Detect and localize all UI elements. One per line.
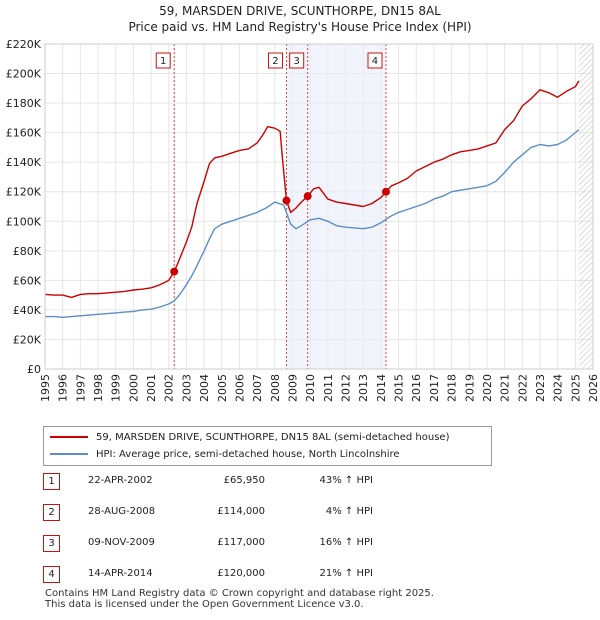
sale-row: 1 22-APR-2002 £65,950 43% ↑ HPI: [43, 472, 383, 492]
y-tick-label: £100K: [6, 215, 42, 228]
plot-frame: [44, 43, 594, 370]
x-tick-label: 2014: [375, 374, 388, 402]
sale-number-badge: 2: [43, 504, 60, 521]
legend-item-property: 59, MARSDEN DRIVE, SCUNTHORPE, DN15 8AL …: [50, 429, 449, 445]
y-tick-label: £0: [27, 363, 41, 376]
x-tick-label: 2006: [233, 374, 246, 402]
x-tick-label: 1996: [57, 374, 70, 402]
legend-property-line: [50, 436, 88, 438]
sale-marker-label: 1: [160, 56, 166, 67]
y-tick-label: £40K: [13, 304, 42, 317]
sale-row: 3 09-NOV-2009 £117,000 16% ↑ HPI: [43, 534, 383, 554]
y-tick-label: £160K: [6, 127, 42, 140]
x-tick-label: 2013: [357, 374, 370, 402]
x-tick-label: 2021: [499, 374, 512, 402]
sale-hpi-diff: 16% ↑ HPI: [319, 537, 373, 548]
y-tick-label: £80K: [13, 245, 42, 258]
sale-row: 2 28-AUG-2008 £114,000 4% ↑ HPI: [43, 503, 383, 523]
chart-legend: 59, MARSDEN DRIVE, SCUNTHORPE, DN15 8AL …: [43, 426, 492, 466]
x-tick-label: 2022: [516, 374, 529, 402]
sale-marker-badge: [289, 52, 305, 69]
sale-number-badge: 1: [43, 473, 60, 490]
x-tick-label: 1995: [39, 374, 52, 402]
price-chart: 1 2 3 4 £0 £20K £40K £60K £80K £100K £120K £140K £16…: [6, 38, 600, 402]
sale-marker-badge: [367, 52, 383, 69]
x-tick-label: 2001: [145, 374, 158, 402]
sale-hpi-diff: 43% ↑ HPI: [319, 475, 373, 486]
x-tick-label: 2004: [198, 374, 211, 402]
x-tick-label: 2003: [180, 374, 193, 402]
x-tick-label: 1999: [110, 374, 123, 402]
y-tick-label: £200K: [6, 68, 42, 81]
sale-number-badge: 3: [43, 535, 60, 552]
sale-date: 22-APR-2002: [88, 475, 153, 486]
sale-price: £117,000: [217, 537, 265, 548]
legend-property-label: 59, MARSDEN DRIVE, SCUNTHORPE, DN15 8AL …: [96, 431, 450, 443]
sale-point: [303, 192, 312, 201]
sale-period-band: [173, 44, 176, 369]
sale-price: £114,000: [217, 506, 265, 517]
footer-copyright: Contains HM Land Registry data © Crown c…: [45, 588, 434, 599]
x-tick-label: 2023: [534, 374, 547, 402]
x-tick-label: 2024: [552, 374, 565, 402]
y-tick-label: £180K: [6, 97, 42, 110]
sale-date: 14-APR-2014: [88, 568, 153, 579]
sale-point: [381, 187, 390, 196]
sale-date: 28-AUG-2008: [88, 506, 156, 517]
sale-number-badge: 4: [43, 566, 60, 583]
sale-period-band: [286, 44, 386, 369]
sale-point: [170, 267, 179, 276]
x-tick-label: 2000: [127, 374, 140, 402]
x-tick-label: 2017: [428, 374, 441, 402]
hpi-line: [45, 129, 580, 318]
property-price-line: [44, 80, 580, 299]
x-tick-label: 2026: [587, 374, 600, 402]
y-tick-label: £20K: [13, 333, 42, 346]
sale-marker-label: 3: [293, 56, 299, 67]
sale-price: £65,950: [223, 475, 265, 486]
footer-note: Contains HM Land Registry data © Crown c…: [45, 588, 434, 610]
x-tick-label: 2005: [216, 374, 229, 402]
sale-hpi-diff: 4% ↑ HPI: [325, 506, 373, 517]
x-tick-label: 2025: [569, 374, 582, 402]
chart-title: 59, MARSDEN DRIVE, SCUNTHORPE, DN15 8AL: [159, 4, 441, 18]
x-tick-label: 1997: [74, 374, 87, 402]
x-tick-label: 2016: [410, 374, 423, 402]
future-hatch-area: [578, 44, 593, 369]
x-tick-label: 2010: [304, 374, 317, 402]
sale-row: 4 14-APR-2014 £120,000 21% ↑ HPI: [43, 565, 383, 585]
y-tick-label: £120K: [6, 186, 42, 199]
x-tick-label: 1998: [92, 374, 105, 402]
x-tick-label: 2011: [322, 374, 335, 402]
legend-item-hpi: HPI: Average price, semi-detached house,…: [50, 446, 400, 462]
sale-marker-badge: [155, 52, 171, 69]
x-tick-label: 2015: [393, 374, 406, 402]
x-tick-label: 2008: [269, 374, 282, 402]
legend-hpi-label: HPI: Average price, semi-detached house,…: [96, 448, 400, 460]
sale-marker-label: 4: [372, 56, 378, 67]
y-tick-label: £220K: [6, 38, 42, 51]
x-tick-label: 2020: [481, 374, 494, 402]
sale-date: 09-NOV-2009: [88, 537, 155, 548]
x-tick-label: 2012: [340, 374, 353, 402]
legend-hpi-line: [50, 453, 88, 455]
x-tick-label: 2018: [446, 374, 459, 402]
x-tick-label: 2009: [286, 374, 299, 402]
chart-subtitle: Price paid vs. HM Land Registry's House …: [128, 20, 472, 34]
sale-price: £120,000: [217, 568, 265, 579]
x-tick-label: 2019: [463, 374, 476, 402]
x-tick-label: 2007: [251, 374, 264, 402]
y-tick-label: £140K: [6, 156, 42, 169]
footer-licence: This data is licensed under the Open Gov…: [45, 599, 364, 610]
sale-point: [282, 196, 291, 205]
sale-hpi-diff: 21% ↑ HPI: [319, 568, 373, 579]
sale-marker-label: 2: [272, 56, 278, 67]
y-tick-label: £60K: [13, 274, 42, 287]
x-tick-label: 2002: [163, 374, 176, 402]
sale-marker-badge: [267, 52, 283, 69]
